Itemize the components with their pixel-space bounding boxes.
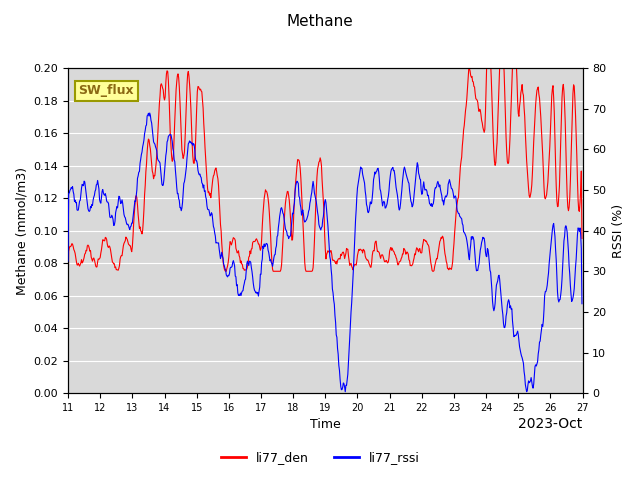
X-axis label: Time: Time <box>310 419 340 432</box>
Text: Methane: Methane <box>287 14 353 29</box>
Legend: li77_den, li77_rssi: li77_den, li77_rssi <box>216 446 424 469</box>
Y-axis label: RSSI (%): RSSI (%) <box>612 204 625 258</box>
Y-axis label: Methane (mmol/m3): Methane (mmol/m3) <box>15 167 28 295</box>
Text: SW_flux: SW_flux <box>78 84 134 97</box>
